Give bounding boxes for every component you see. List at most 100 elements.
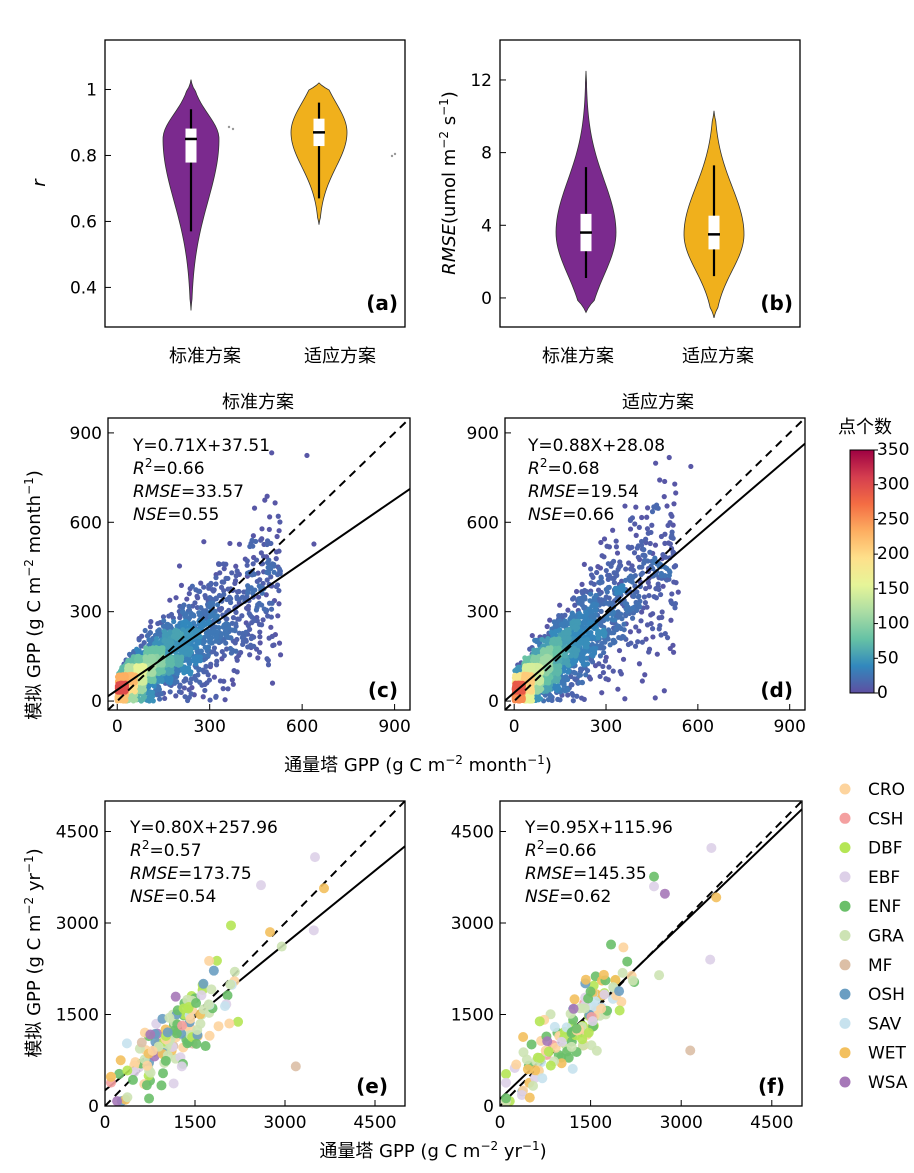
- panel-d-density-point: [623, 566, 628, 571]
- panel-c-density-point: [194, 645, 199, 650]
- panel-d-density-point: [656, 615, 661, 620]
- panel-d-density-point: [555, 671, 560, 676]
- panel-d-density-point: [650, 634, 655, 639]
- panel-c-density-point: [159, 679, 164, 684]
- panel-d-density-point: [565, 669, 570, 674]
- panel-d-density-point: [667, 455, 672, 460]
- panel-c-density-point: [248, 643, 253, 648]
- panel-c-density-point: [209, 635, 214, 640]
- panel-d-density-point: [641, 547, 646, 552]
- panel-c-ytick-label: 600: [70, 513, 102, 533]
- panel-d-density-point: [637, 603, 642, 608]
- panel-b-ytick-label: 8: [481, 144, 492, 164]
- panel-c-density-point: [162, 696, 167, 701]
- panel-c-density-point: [223, 576, 228, 581]
- panel-c-density-point: [278, 571, 283, 576]
- panel-c-density-point: [311, 541, 316, 546]
- panel-d-density-point: [646, 593, 651, 598]
- panel-d-density-point: [660, 609, 665, 614]
- panel-c-density-point: [217, 570, 222, 575]
- panel-d-density-point: [547, 618, 552, 623]
- panel-c-density-point: [191, 655, 196, 660]
- panel-c-density-point: [202, 688, 207, 693]
- panel-d-density-point: [650, 626, 655, 631]
- panel-c-density-point: [225, 686, 230, 691]
- panel-d-density-point: [640, 640, 645, 645]
- panel-c-density-point: [212, 675, 217, 680]
- panel-d-density-point: [669, 514, 674, 519]
- panel-c-density-point: [228, 646, 233, 651]
- panel-d-density-point: [621, 622, 626, 627]
- panel-d-density-point: [626, 544, 631, 549]
- panel-c-density-point: [169, 669, 174, 674]
- panel-d-density-point: [604, 568, 609, 573]
- panel-d-density-point: [594, 570, 599, 575]
- panel-c-density-point: [258, 538, 263, 543]
- panel-c-density-point: [184, 596, 189, 601]
- panel-d-density-point: [664, 503, 669, 508]
- panel-c-density-point: [252, 618, 257, 623]
- panel-c-density-point: [266, 658, 271, 663]
- panel-d-density-point: [609, 564, 614, 569]
- panel-a-label: (a): [366, 291, 398, 315]
- panel-c-density-point: [204, 631, 209, 636]
- panel-d-density-point: [557, 603, 562, 608]
- panel-c-density-point: [254, 557, 259, 562]
- panel-d-density-point: [655, 584, 660, 589]
- panel-c-density-point: [271, 642, 276, 647]
- panel-a-outlier: [228, 126, 230, 128]
- panel-d-density-point: [630, 605, 635, 610]
- panel-d-density-point: [556, 666, 561, 671]
- panel-d-density-point: [644, 605, 649, 610]
- panel-c-density-point: [208, 581, 213, 586]
- panel-c-density-point: [136, 668, 141, 673]
- panel-c-stats: Y=0.71X+37.51 R2=0.66 RMSE=33.57 NSE=0.5…: [132, 436, 270, 525]
- panel-d-density-point: [655, 652, 660, 657]
- panel-c-density-point: [156, 684, 161, 689]
- panel-d-density-point: [582, 594, 587, 599]
- panel-c-density-point: [216, 625, 221, 630]
- panel-d-density-point: [649, 621, 654, 626]
- panel-c-density-point: [146, 637, 151, 642]
- panel-c-density-point: [144, 647, 149, 652]
- panel-d-density-point: [530, 633, 535, 638]
- panel-c-r2: R2=0.66: [133, 456, 205, 479]
- panel-d-density-point: [659, 573, 664, 578]
- panel-c-nse-value: =0.55: [167, 505, 219, 525]
- panel-d-density-point: [571, 698, 576, 703]
- panel-c-density-point: [277, 519, 282, 524]
- panel-c-density-point: [218, 678, 223, 683]
- panel-d-density-point: [606, 665, 611, 670]
- panel-d-density-point: [565, 687, 570, 692]
- panel-c-density-point: [182, 694, 187, 699]
- panel-d-density-point: [654, 505, 659, 510]
- panel-d-density-point: [671, 501, 676, 506]
- panel-c-density-point: [267, 527, 272, 532]
- panel-d-density-point: [667, 569, 672, 574]
- panel-d-density-point: [659, 632, 664, 637]
- panel-c-density-point: [201, 585, 206, 590]
- panel-c-r2-sup: 2: [145, 456, 153, 470]
- panel-c-density-point: [247, 544, 252, 549]
- panel-c-xtick-label: 600: [286, 717, 318, 737]
- panel-d-density-point: [672, 481, 677, 486]
- panel-d-density-point: [538, 696, 543, 701]
- panel-a-outlier: [394, 153, 396, 155]
- panel-d-density-point: [670, 643, 675, 648]
- panel-c-density-point: [269, 614, 274, 619]
- panel-c-rmse-symbol: RMSE: [133, 482, 181, 502]
- panel-a: 0.40.60.81 r (a) 标准方案 适应方案: [29, 40, 405, 367]
- panel-c-density-point: [249, 636, 254, 641]
- panel-d-density-point: [665, 523, 670, 528]
- panel-c-density-point: [165, 644, 170, 649]
- panel-c-density-point: [275, 613, 280, 618]
- panel-c-density-point: [148, 630, 153, 635]
- panel-d-density-point: [574, 651, 579, 656]
- panel-c-density-point: [218, 608, 223, 613]
- panel-c-density-point: [171, 619, 176, 624]
- panel-c-density-point: [151, 669, 156, 674]
- panel-b-violin-box: [709, 216, 719, 249]
- panel-d-density-point: [662, 494, 667, 499]
- panel-d-density-point: [588, 676, 593, 681]
- panel-d-density-point: [673, 580, 678, 585]
